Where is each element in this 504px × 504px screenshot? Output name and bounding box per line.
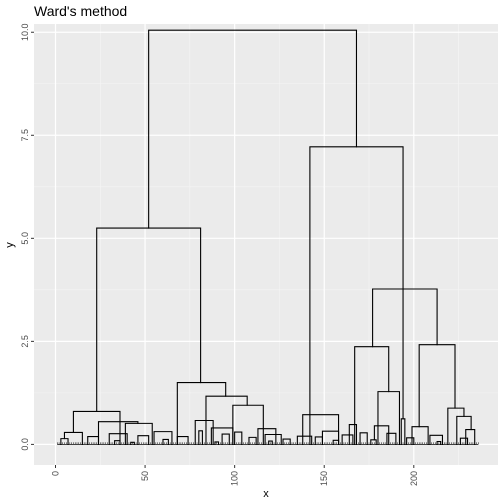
dendrogram-branch (314, 436, 323, 445)
dendrogram-branch (60, 438, 69, 445)
dendrogram-branch (153, 431, 173, 445)
y-tick-label: 10.0 (20, 23, 30, 41)
dendrogram-branch (232, 404, 264, 445)
dendrogram-branch (248, 436, 257, 445)
dendrogram-branch (447, 407, 465, 445)
dendrogram-branch (465, 429, 476, 445)
dendrogram-branch (309, 146, 404, 445)
x-axis-title: x (263, 488, 269, 500)
dendrogram-branch (418, 344, 456, 428)
x-tick-label: 50 (140, 471, 150, 481)
dendrogram-branch (302, 414, 340, 445)
x-axis: 0 50 100 150 200 (50, 465, 419, 486)
dendrogram-branch (264, 433, 282, 445)
dendrogram-branch (148, 29, 358, 229)
dendrogram-branch (296, 435, 313, 445)
dendrogram-branch (386, 432, 397, 445)
y-tick-label: 0.0 (20, 438, 30, 451)
dendrogram-branch (400, 418, 406, 445)
dendrogram-branch (341, 434, 354, 445)
dendrogram-branch (97, 421, 139, 445)
dendrogram-branch (210, 427, 234, 445)
dendrogram-branch (282, 438, 291, 445)
y-axis-title: y (4, 242, 16, 248)
y-tick-label: 5.0 (20, 232, 30, 245)
x-tick-label: 0 (50, 471, 60, 476)
dendrogram-leaves (57, 442, 479, 445)
dendrogram-branch (162, 438, 169, 445)
dendrogram-branch (198, 430, 203, 445)
dendrogram-branch (456, 415, 472, 445)
dendrogram-branch (72, 410, 121, 445)
dendrogram-branch (221, 433, 230, 445)
y-tick-label: 7.5 (20, 129, 30, 142)
dendrogram-branch (108, 433, 128, 445)
dendrogram-branches (60, 29, 476, 445)
dendrogram-branch (372, 288, 438, 348)
dendrogram-branch (354, 346, 390, 445)
dendrogram-branch (96, 227, 202, 412)
plot-panel (34, 24, 498, 465)
grid-minor (34, 24, 498, 465)
dendrogram-branch (137, 435, 150, 445)
x-tick-label: 100 (230, 471, 240, 486)
chart-title: Ward's method (34, 3, 127, 19)
dendrogram-branch (257, 428, 277, 445)
x-tick-label: 200 (409, 471, 419, 486)
dendrogram-branch (370, 439, 377, 445)
dendrogram-branch (373, 425, 390, 445)
dendrogram-branch (406, 437, 415, 445)
dendrogram-branch (63, 431, 83, 445)
dendrogram-branch (411, 426, 429, 445)
dendrogram-branch (87, 436, 100, 445)
dendrogram-branch (176, 382, 227, 445)
dendrogram-branch (377, 391, 401, 445)
y-axis: 0.0 2.5 5.0 7.5 10.0 (20, 23, 34, 451)
grid-major (34, 24, 498, 465)
dendrogram-branch (429, 434, 444, 445)
y-tick-label: 2.5 (20, 335, 30, 348)
dendrogram-branch (234, 431, 243, 445)
dendrogram-branch (459, 437, 469, 445)
dendrogram-branch (194, 419, 214, 445)
dendrogram-branch (176, 436, 189, 445)
dendrogram-branch (359, 432, 368, 445)
x-tick-label: 150 (319, 471, 329, 486)
